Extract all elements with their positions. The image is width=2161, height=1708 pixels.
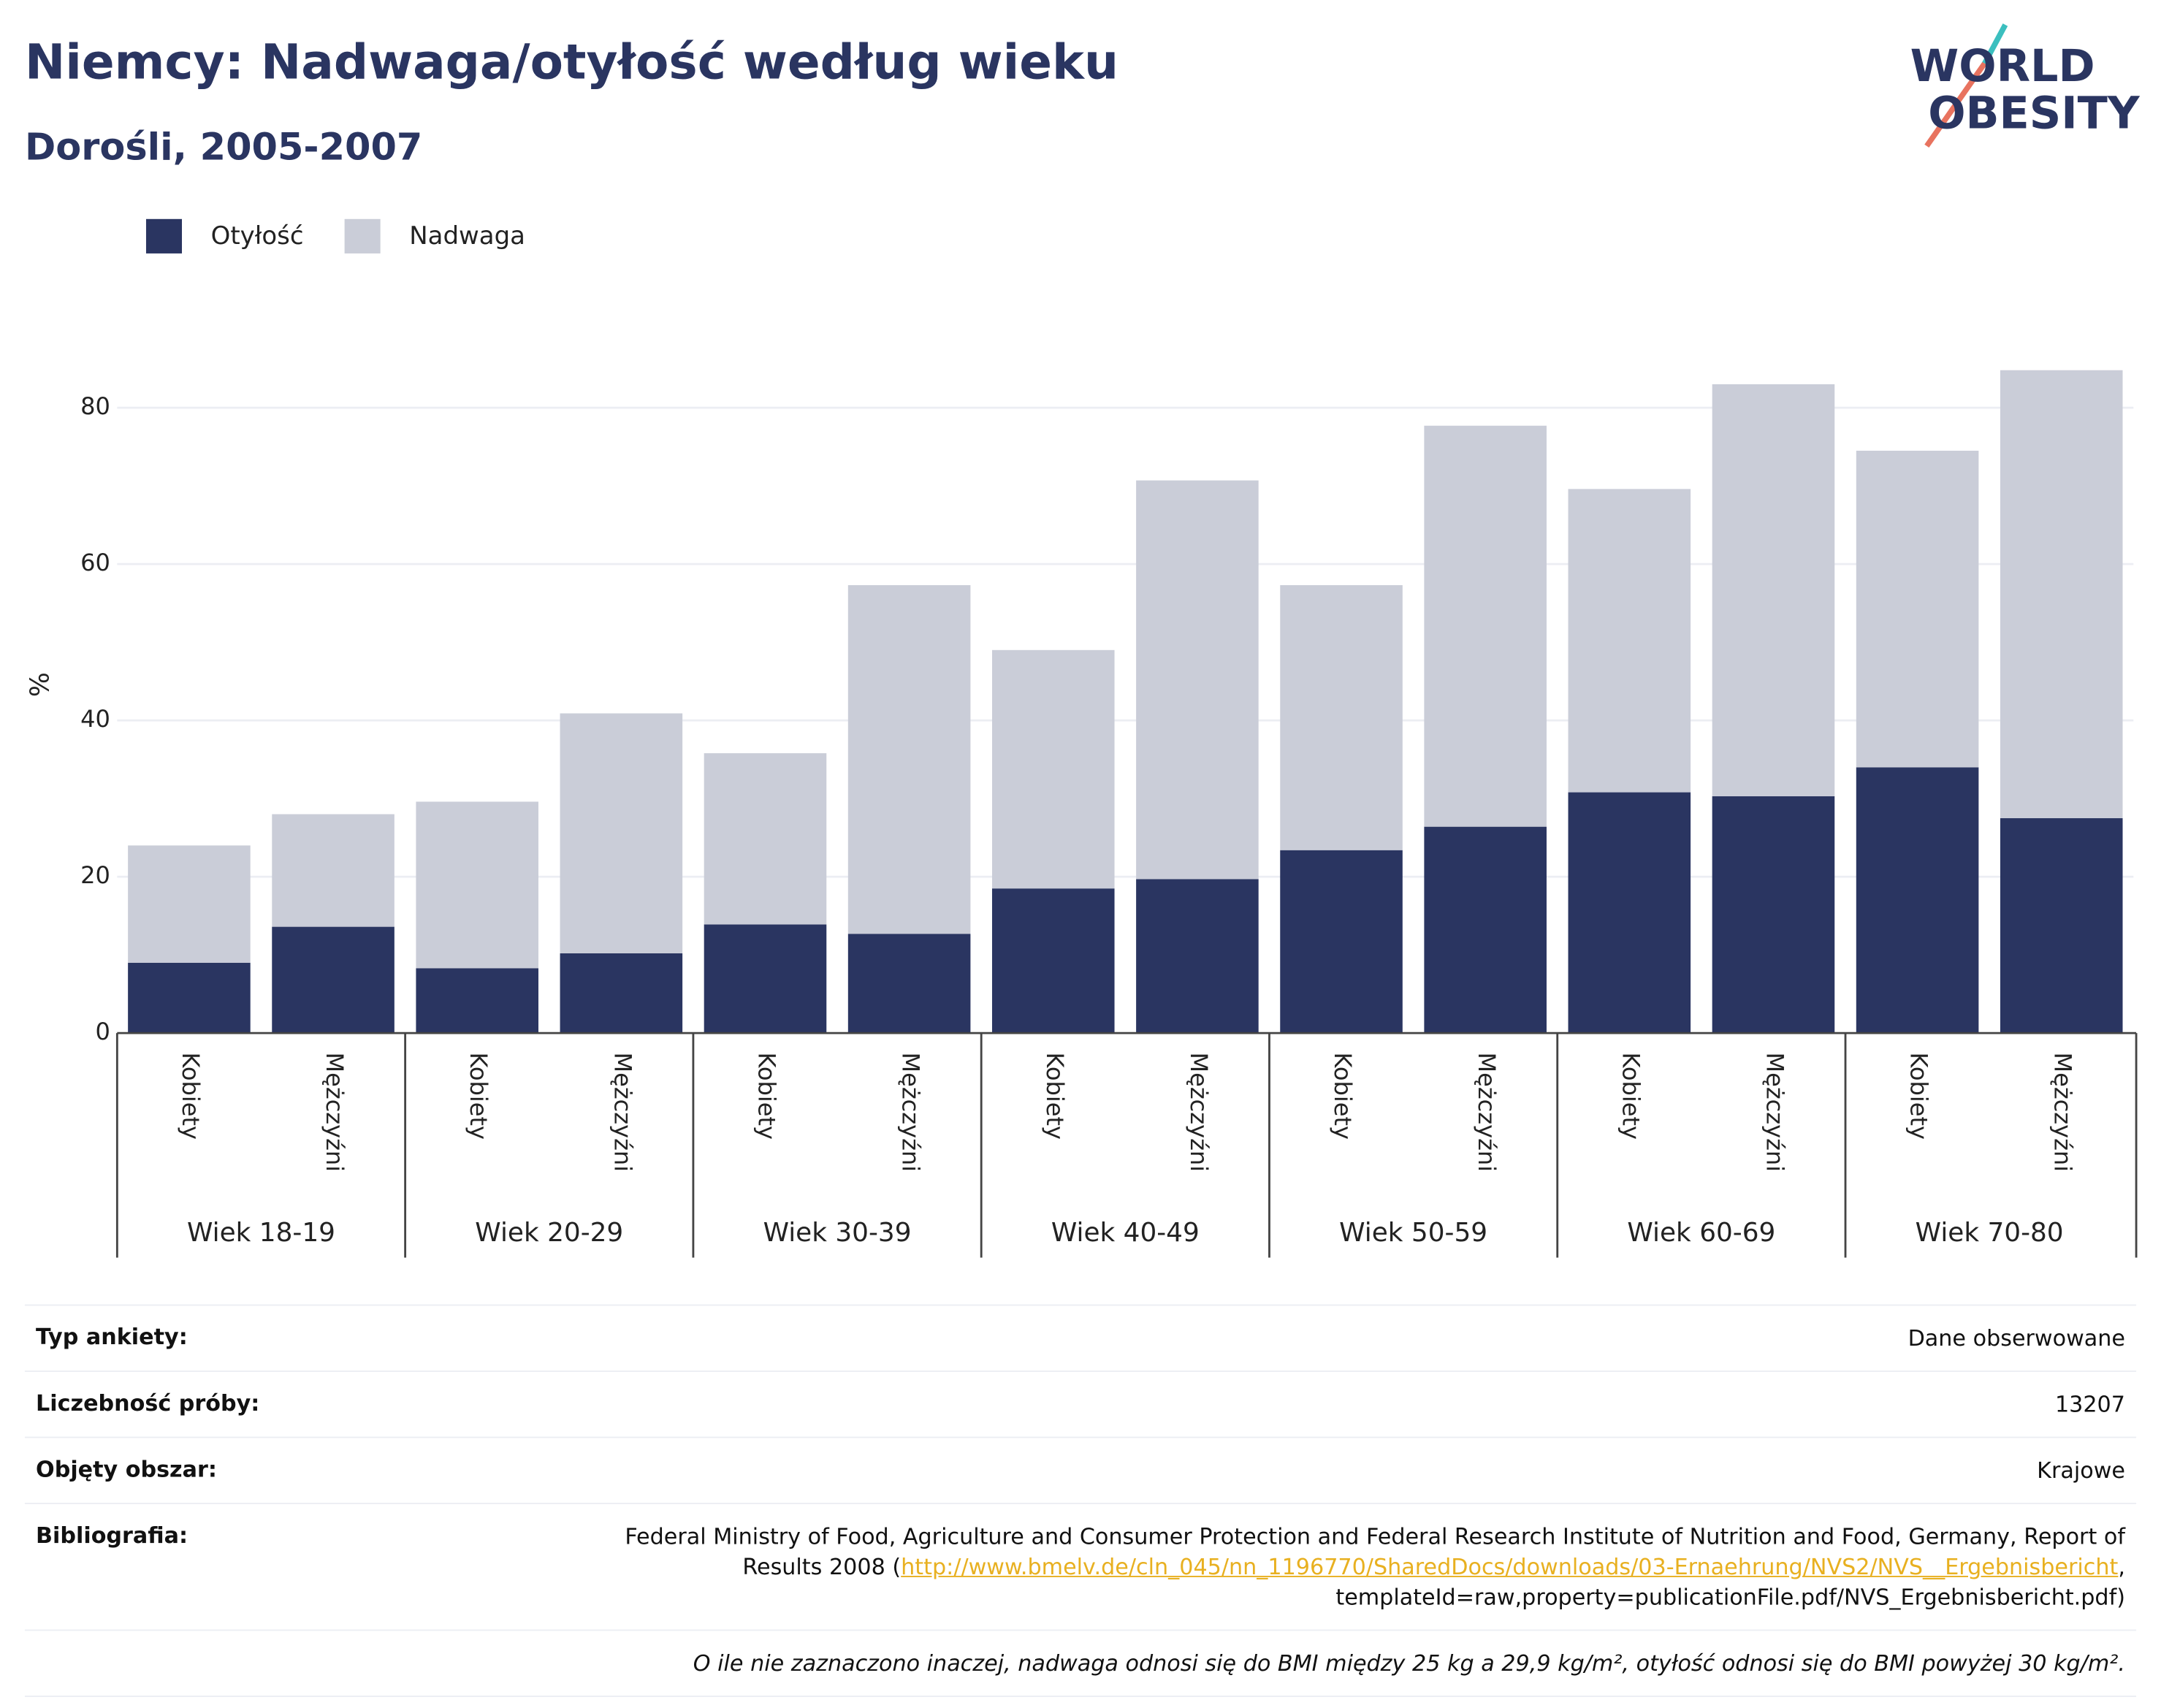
meta-key: Objęty obszar: xyxy=(36,1455,217,1482)
bar-segment xyxy=(1712,384,1835,796)
y-tick-label: 60 xyxy=(80,549,110,576)
bar-segment xyxy=(1856,450,1979,768)
x-tick-label: Kobiety xyxy=(1905,1053,1933,1140)
group-label: Wiek 18-19 xyxy=(187,1218,335,1248)
meta-value: Dane obserwowane xyxy=(1907,1324,2125,1351)
y-tick-label: 80 xyxy=(80,392,110,420)
note-text: O ile nie zaznaczono inaczej, nadwaga od… xyxy=(693,1650,2125,1677)
group-label: Wiek 40-49 xyxy=(1051,1218,1200,1248)
meta-row: Bibliografia: Federal Ministry of Food, A… xyxy=(24,1503,2137,1629)
bar-segment xyxy=(416,968,538,1034)
x-tick-label: Kobiety xyxy=(1617,1053,1644,1140)
bar-segment xyxy=(2000,370,2123,818)
meta-key: Liczebność próby: xyxy=(36,1389,260,1417)
y-tick-label: 40 xyxy=(80,705,110,733)
x-tick-label: Kobiety xyxy=(177,1053,205,1140)
x-tick-label: Mężczyźni xyxy=(2049,1053,2077,1173)
x-tick-label: Mężczyźni xyxy=(897,1053,925,1173)
legend-swatch xyxy=(145,218,183,253)
x-tick-label: Kobiety xyxy=(752,1053,780,1140)
bar-segment xyxy=(128,962,251,1034)
meta-row: Liczebność próby: 13207 xyxy=(24,1370,2137,1437)
bar-segment xyxy=(128,845,251,963)
y-axis-title: % xyxy=(26,672,56,697)
group-label: Wiek 50-59 xyxy=(1339,1218,1487,1248)
meta-row: Typ ankiety: Dane obserwowane xyxy=(24,1304,2137,1371)
bar-segment xyxy=(1136,879,1259,1034)
bar-segment xyxy=(704,753,827,925)
meta-row: Objęty obszar: Krajowe xyxy=(24,1436,2137,1503)
bibliography-text: Federal Ministry of Food, Agriculture an… xyxy=(625,1523,2125,1580)
x-tick-label: Mężczyźni xyxy=(1473,1053,1501,1173)
group-label: Wiek 60-69 xyxy=(1627,1218,1775,1248)
chart-subtitle: Dorośli, 2005-2007 xyxy=(24,126,423,169)
meta-table: Typ ankiety: Dane obserwowane Liczebność p… xyxy=(24,1304,2137,1697)
bar-segment xyxy=(1424,826,1547,1034)
bar-segment xyxy=(1424,425,1547,827)
bar-segment xyxy=(560,713,683,953)
meta-key: Bibliografia: xyxy=(36,1522,188,1549)
bar-segment xyxy=(560,953,683,1034)
meta-value: Krajowe xyxy=(2037,1457,2125,1484)
group-label: Wiek 30-39 xyxy=(763,1218,912,1248)
meta-value: Federal Ministry of Food, Agriculture an… xyxy=(541,1522,2125,1612)
bibliography-text: , templateId=raw,property=publicationFil… xyxy=(1335,1553,2125,1611)
x-tick-label: Kobiety xyxy=(1329,1053,1357,1140)
group-label: Wiek 20-29 xyxy=(475,1218,623,1248)
bar-segment xyxy=(272,926,395,1034)
bar-segment xyxy=(1856,767,1979,1034)
x-tick-label: Mężczyźni xyxy=(321,1053,348,1173)
logo-text: OBESITY xyxy=(1928,88,2141,139)
bar-segment xyxy=(1280,585,1403,850)
meta-value: 13207 xyxy=(2054,1391,2125,1418)
bar-segment xyxy=(1712,796,1835,1034)
chart-title: Niemcy: Nadwaga/otyłość według wieku xyxy=(24,36,1118,91)
bar-segment xyxy=(1136,480,1259,880)
x-tick-label: Mężczyźni xyxy=(1761,1053,1788,1173)
y-tick-label: 20 xyxy=(80,861,110,889)
bar-segment xyxy=(704,924,827,1034)
group-label: Wiek 70-80 xyxy=(1916,1218,2064,1248)
logo-text: WORLD xyxy=(1910,41,2095,92)
bar-segment xyxy=(991,888,1115,1034)
bar-segment xyxy=(847,585,971,934)
meta-key: Typ ankiety: xyxy=(36,1323,188,1350)
bar-segment xyxy=(416,801,538,969)
logo-slash xyxy=(1924,61,1987,148)
bar-segment xyxy=(1568,489,1691,793)
x-tick-label: Kobiety xyxy=(465,1053,492,1140)
chart: WORLD OBESITY 0 20 40 60 80% Otyłość Nadwaga Ko… xyxy=(26,23,2141,1258)
x-tick-label: Mężczyźni xyxy=(1185,1053,1213,1173)
legend-label: Nadwaga xyxy=(409,221,525,251)
bibliography-link[interactable]: http://www.bmelv.de/cln_045/nn_1196770/S… xyxy=(901,1553,2119,1580)
x-tick-label: Kobiety xyxy=(1041,1053,1069,1140)
bar-segment xyxy=(2000,817,2123,1034)
bar-segment xyxy=(991,649,1115,889)
bar-segment xyxy=(1568,792,1691,1034)
y-tick-label: 0 xyxy=(96,1018,110,1045)
meta-row: O ile nie zaznaczono inaczej, nadwaga od… xyxy=(24,1629,2137,1697)
bar-segment xyxy=(1280,850,1403,1034)
x-tick-label: Mężczyźni xyxy=(609,1053,636,1173)
logo-slash xyxy=(1982,23,2008,65)
legend-label: Otyłość xyxy=(211,221,304,251)
bar-segment xyxy=(847,934,971,1034)
legend-swatch xyxy=(344,218,381,253)
bar-segment xyxy=(272,814,395,927)
